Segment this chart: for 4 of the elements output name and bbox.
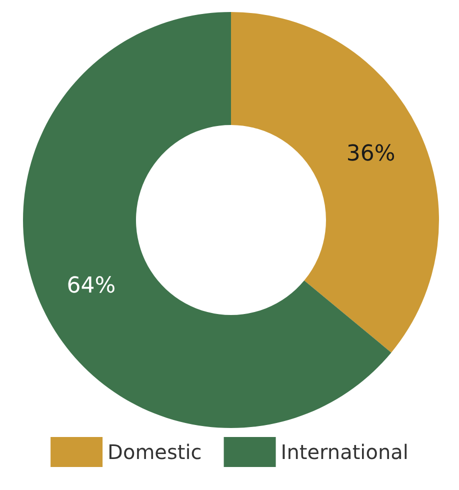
legend-label: Domestic bbox=[108, 440, 202, 464]
data-label: 36% bbox=[346, 142, 396, 167]
legend-label: International bbox=[280, 440, 408, 464]
data-label: 64% bbox=[66, 273, 116, 298]
